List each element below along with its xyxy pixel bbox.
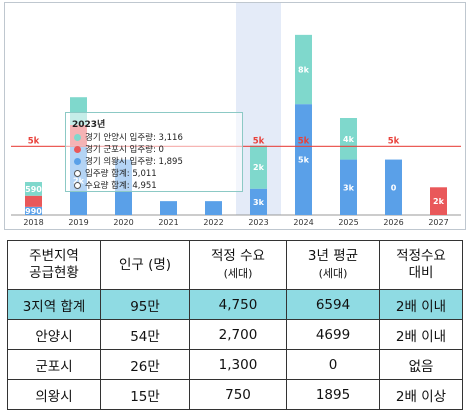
tooltip-row-gunpo: 경기 군포시 입주량: 0 <box>74 143 164 155</box>
supply-table: 주변지역 공급현황 인구 (명) 적정 수요 (세대) 3년 평균 (세대) 적… <box>7 240 463 410</box>
header-3yr-avg-line1: 3년 평균 <box>307 248 359 264</box>
bar-uiwang-2024 <box>295 104 312 215</box>
bar-anyang-2024 <box>295 34 312 105</box>
cell-3yr-avg: 1895 <box>286 379 380 410</box>
cell-demand: 2,700 <box>189 319 287 350</box>
demand-total-legend-dot <box>74 181 81 189</box>
cell-population: 26만 <box>100 349 190 380</box>
cell-population: 54만 <box>100 319 190 350</box>
header-3yr-avg: 3년 평균 (세대) <box>286 240 380 290</box>
cell-3yr-avg: 0 <box>286 349 380 380</box>
cell-3yr-avg: 6594 <box>286 289 380 320</box>
x-tick-label-2022: 2022 <box>203 218 223 227</box>
tooltip-row-anyang: 경기 안양시 입주량: 3,116 <box>74 131 183 143</box>
uiwang-legend-dot <box>74 157 81 165</box>
x-tick-label-2018: 2018 <box>23 218 43 227</box>
tooltip-row-uiwang-text: 경기 의왕시 입주량: 1,895 <box>85 157 183 167</box>
data-label-uiwang-2018: 990 <box>25 207 42 216</box>
demand-label-2018: 5k <box>28 136 40 146</box>
data-label-anyang-2024: 8k <box>298 66 310 75</box>
table-row: 군포시 26만 1,300 0 없음 <box>7 349 463 380</box>
data-label-anyang-2022: 1k <box>208 192 220 201</box>
bar-anyang-2023 <box>250 145 267 189</box>
header-3yr-avg-line2: (세대) <box>318 267 348 280</box>
cell-demand: 4,750 <box>189 289 287 320</box>
demand-label-2026: 5k <box>388 136 400 146</box>
anyang-legend-dot <box>74 133 81 141</box>
cell-ratio: 2배 이내 <box>379 289 463 320</box>
table-row: 안양시 54만 2,700 4699 2배 이내 <box>7 319 463 350</box>
tooltip-row-demand-total: 수요량 합계: 4,951 <box>74 179 157 191</box>
data-label-uiwang-2023: 3k <box>253 198 265 207</box>
cell-demand: 1,300 <box>189 349 287 380</box>
cell-ratio: 2배 이내 <box>379 319 463 350</box>
x-tick-label-2019: 2019 <box>68 218 88 227</box>
tooltip-row-anyang-text: 경기 안양시 입주량: 3,116 <box>85 133 183 143</box>
x-tick-label-2027: 2027 <box>428 218 448 227</box>
x-tick-label-2026: 2026 <box>383 218 403 227</box>
x-tick-label-2025: 2025 <box>338 218 358 227</box>
header-demand-line1: 적정 수요 <box>211 248 265 264</box>
data-label-anyang-2018: 590 <box>25 185 42 194</box>
header-ratio-line2: 대비 <box>408 265 434 281</box>
x-tick-label-2023: 2023 <box>248 218 268 227</box>
cell-population: 95만 <box>100 289 190 320</box>
bar-uiwang-2026 <box>385 159 402 215</box>
bar-uiwang-2022 <box>205 201 222 215</box>
tooltip-row-supply-total-text: 입주량 합계: 5,011 <box>85 169 157 179</box>
data-label-anyang-2021: 1k <box>163 192 175 201</box>
chart-tooltip: 2023년 경기 안양시 입주량: 3,116 경기 군포시 입주량: 0 경기… <box>65 112 243 192</box>
bar-uiwang-2018 <box>25 206 42 215</box>
header-region-line2: 공급현황 <box>29 265 79 281</box>
supply-table-wrapper: 주변지역 공급현황 인구 (명) 적정 수요 (세대) 3년 평균 (세대) 적… <box>7 240 463 410</box>
tooltip-row-demand-total-text: 수요량 합계: 4,951 <box>85 181 157 191</box>
data-label-uiwang-2024: 5k <box>298 156 310 165</box>
data-label-gunpo-2027: 2k <box>433 197 445 206</box>
x-tick-label-2024: 2024 <box>293 218 313 227</box>
demand-label-2023: 5k <box>253 136 265 146</box>
supply-chart: 990 590 2018 2k 2019 4k 2020 1k 2021 1k 2022 3k 0 2k 2… <box>4 2 466 230</box>
bar-gunpo-2027 <box>430 187 447 215</box>
data-label-anyang-2025: 4k <box>343 135 355 144</box>
header-ratio-line1: 적정수요 <box>396 248 446 264</box>
data-label-uiwang-2026: 0 <box>391 183 397 192</box>
table-header-row: 주변지역 공급현황 인구 (명) 적정 수요 (세대) 3년 평균 (세대) 적… <box>7 240 463 290</box>
cell-region: 군포시 <box>7 349 101 380</box>
bar-uiwang-2023 <box>250 188 267 215</box>
cell-ratio: 2배 이상 <box>379 379 463 410</box>
header-demand-line2: (세대) <box>223 267 253 280</box>
header-demand: 적정 수요 (세대) <box>189 240 287 290</box>
cell-region: 3지역 합계 <box>7 289 101 320</box>
data-label-anyang-2026: 4k <box>388 151 400 160</box>
cell-ratio: 없음 <box>379 349 463 380</box>
cell-region: 안양시 <box>7 319 101 350</box>
bar-anyang-2018 <box>25 182 42 196</box>
header-ratio: 적정수요 대비 <box>379 240 463 290</box>
bar-uiwang-2025 <box>340 159 357 215</box>
data-label-uiwang-2025: 3k <box>343 183 355 192</box>
table-row: 3지역 합계 95만 4,750 6594 2배 이내 <box>7 289 463 320</box>
cell-region: 의왕시 <box>7 379 101 410</box>
cell-demand: 750 <box>189 379 287 410</box>
header-region-line1: 주변지역 <box>29 248 79 264</box>
tooltip-row-supply-total: 입주량 합계: 5,011 <box>74 167 157 179</box>
x-tick-label-2021: 2021 <box>158 218 178 227</box>
tooltip-row-gunpo-text: 경기 군포시 입주량: 0 <box>85 145 164 155</box>
table-row: 의왕시 15만 750 1895 2배 이상 <box>7 379 463 410</box>
header-region: 주변지역 공급현황 <box>7 240 101 290</box>
cell-3yr-avg: 4699 <box>286 319 380 350</box>
tooltip-row-uiwang: 경기 의왕시 입주량: 1,895 <box>74 155 183 167</box>
data-label-anyang-2023: 2k <box>253 163 265 172</box>
bar-gunpo-2018 <box>25 195 42 207</box>
tooltip-title: 2023년 <box>72 120 106 130</box>
demand-label-2024: 5k <box>298 136 310 146</box>
cell-population: 15만 <box>100 379 190 410</box>
x-tick-label-2020: 2020 <box>113 218 133 227</box>
header-population-label: 인구 (명) <box>118 256 172 273</box>
gunpo-legend-dot <box>74 145 81 153</box>
supply-total-legend-dot <box>74 169 81 177</box>
bar-uiwang-2021 <box>160 201 177 215</box>
bar-anyang-2025 <box>340 118 357 160</box>
header-population: 인구 (명) <box>100 240 190 290</box>
